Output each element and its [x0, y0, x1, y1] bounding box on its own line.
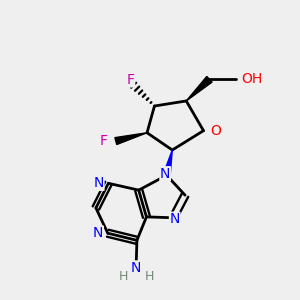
- Text: H: H: [144, 270, 154, 284]
- Text: O: O: [210, 124, 221, 138]
- Text: N: N: [94, 176, 104, 190]
- Text: F: F: [100, 134, 107, 148]
- Text: N: N: [93, 226, 103, 240]
- Polygon shape: [186, 76, 212, 101]
- Text: N: N: [131, 261, 141, 275]
- Polygon shape: [115, 133, 147, 145]
- Polygon shape: [163, 150, 172, 176]
- Text: N: N: [169, 212, 180, 226]
- Text: F: F: [127, 73, 135, 87]
- Text: H: H: [118, 270, 128, 284]
- Text: N: N: [160, 167, 170, 181]
- Text: OH: OH: [242, 72, 263, 86]
